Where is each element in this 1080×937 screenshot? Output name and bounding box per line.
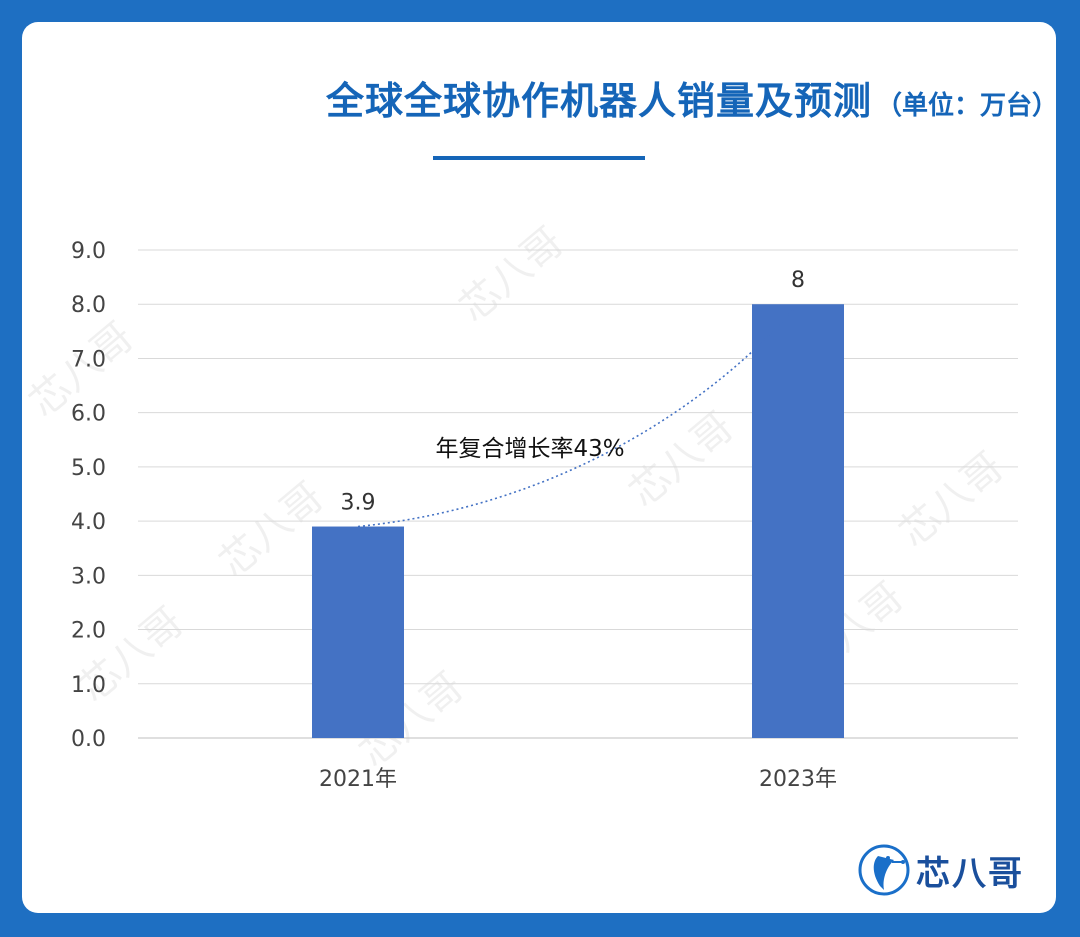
x-tick-label: 2021年 [319, 767, 397, 792]
y-tick-label: 1.0 [71, 673, 106, 698]
chart-card [22, 22, 1056, 913]
watermark-text: 芯八哥 [621, 404, 742, 516]
logo-text: 芯八哥 [916, 853, 1024, 894]
y-tick-label: 3.0 [71, 564, 106, 589]
y-tick-label: 0.0 [71, 727, 106, 752]
growth-annotation: 年复合增长率43% [435, 436, 624, 462]
y-tick-label: 5.0 [71, 456, 106, 481]
y-tick-label: 7.0 [71, 347, 106, 372]
y-tick-label: 4.0 [71, 510, 106, 535]
x-tick-label: 2023年 [759, 767, 837, 792]
bar [752, 304, 844, 738]
bird-logo-icon [858, 844, 910, 896]
chart-title-block: 全球全球协作机器人销量及预测 （单位：万台） [0, 70, 1080, 125]
chart-title: 全球全球协作机器人销量及预测 [325, 79, 872, 123]
y-tick-label: 6.0 [71, 402, 106, 427]
y-tick-label: 9.0 [71, 239, 106, 264]
watermark-text: 芯八哥 [451, 219, 572, 331]
y-tick-label: 2.0 [71, 619, 106, 644]
watermark-text: 芯八哥 [891, 444, 1012, 556]
chart-unit: （单位：万台） [875, 91, 1058, 121]
bar-value-label: 8 [791, 268, 805, 293]
brand-logo: 芯八哥 [858, 842, 1024, 898]
bar [312, 526, 404, 738]
trend-line [357, 303, 799, 528]
title-underline [433, 156, 645, 160]
bar-value-label: 3.9 [341, 491, 376, 516]
y-tick-label: 8.0 [71, 293, 106, 318]
